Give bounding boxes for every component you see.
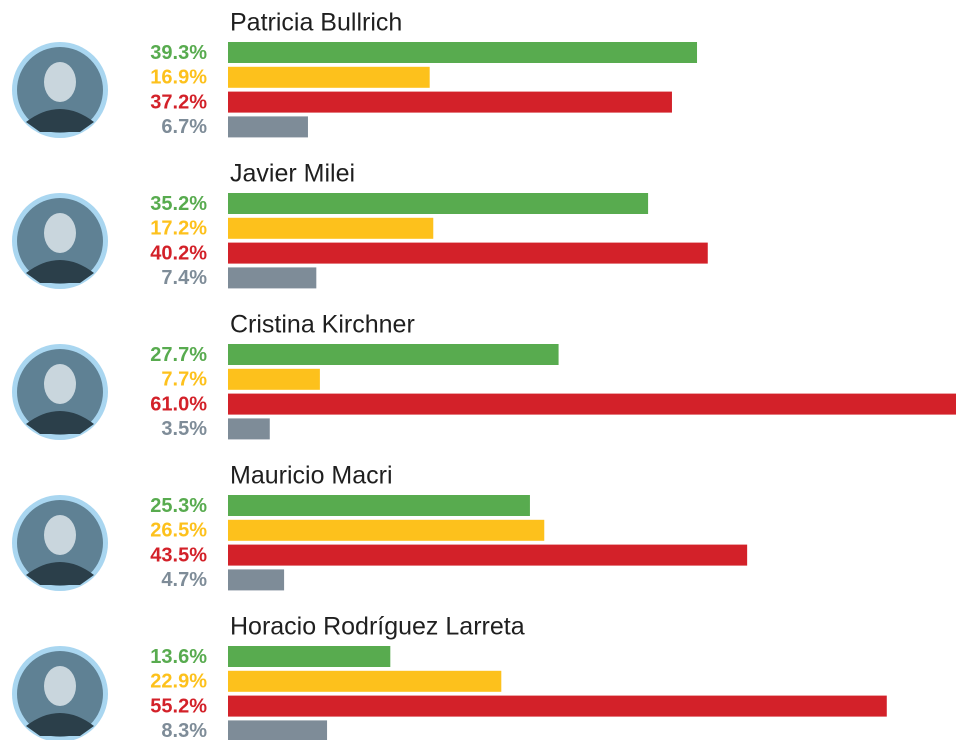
value-label: 7.7% — [161, 369, 207, 391]
bar — [228, 217, 434, 239]
value-label: 16.9% — [150, 67, 207, 89]
value-label: 40.2% — [150, 242, 207, 264]
candidate-name: Mauricio Macri — [230, 462, 393, 490]
value-label: 25.3% — [150, 495, 207, 517]
bar — [228, 544, 748, 566]
photo-shoulders — [26, 260, 94, 283]
photo-head — [44, 213, 76, 253]
bar — [228, 646, 391, 667]
value-label: 37.2% — [150, 91, 207, 113]
bar — [228, 267, 317, 289]
photo-shoulders — [26, 109, 94, 132]
bar — [228, 569, 285, 591]
bar — [228, 42, 698, 63]
value-label: 61.0% — [150, 393, 207, 415]
value-label: 26.5% — [150, 520, 207, 542]
value-label: 55.2% — [150, 695, 207, 717]
value-label: 13.6% — [150, 646, 207, 668]
value-label: 6.7% — [161, 116, 207, 138]
bar — [228, 695, 887, 717]
photo-head — [44, 364, 76, 404]
candidate-name: Javier Milei — [230, 160, 355, 188]
value-label: 22.9% — [150, 671, 207, 693]
photo-head — [44, 62, 76, 102]
photo-shoulders — [26, 411, 94, 434]
bar — [228, 720, 328, 740]
value-label: 35.2% — [150, 193, 207, 215]
value-label: 39.3% — [150, 42, 207, 64]
value-label: 3.5% — [161, 418, 207, 440]
bar — [228, 242, 708, 264]
value-label: 17.2% — [150, 218, 207, 240]
bar — [228, 393, 956, 415]
value-label: 4.7% — [161, 569, 207, 591]
bar — [228, 670, 502, 692]
candidate-name: Horacio Rodríguez Larreta — [230, 613, 525, 641]
bar — [228, 344, 559, 365]
bar — [228, 418, 270, 440]
candidate-name: Patricia Bullrich — [230, 9, 402, 37]
bar — [228, 519, 545, 541]
photo-shoulders — [26, 713, 94, 736]
value-label: 27.7% — [150, 344, 207, 366]
bar — [228, 368, 320, 390]
value-label: 43.5% — [150, 544, 207, 566]
photo-head — [44, 515, 76, 555]
photo-head — [44, 666, 76, 706]
value-label: 7.4% — [161, 267, 207, 289]
bar — [228, 66, 430, 88]
bar — [228, 193, 649, 214]
value-label: 8.3% — [161, 720, 207, 740]
bar — [228, 495, 530, 516]
bar — [228, 116, 308, 138]
bar — [228, 91, 672, 113]
candidate-name: Cristina Kirchner — [230, 311, 415, 339]
photo-shoulders — [26, 562, 94, 585]
